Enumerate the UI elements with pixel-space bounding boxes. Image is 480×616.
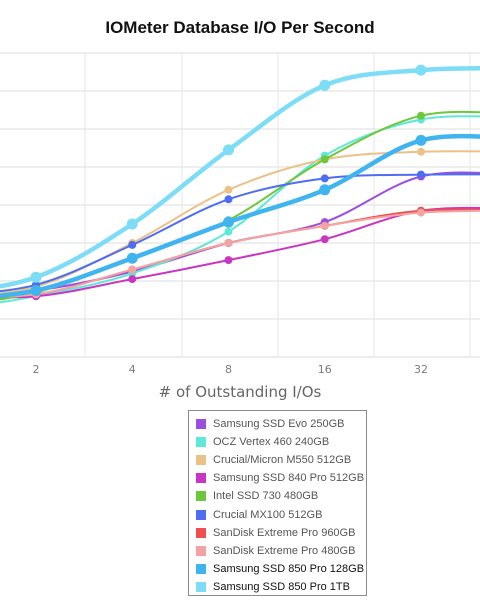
- legend-swatch: [196, 545, 206, 556]
- series-crucial-mx100-512gb: [0, 170, 480, 293]
- legend-swatch: [196, 581, 206, 592]
- legend-label: Samsung SSD 850 Pro 1TB: [213, 580, 350, 593]
- x-tick-label: 2: [33, 363, 40, 376]
- data-point: [223, 144, 234, 156]
- data-point: [417, 147, 425, 156]
- series-samsung-ssd-evo-250gb: [0, 171, 480, 295]
- legend-item: SanDisk Extreme Pro 960GB: [189, 524, 366, 542]
- x-tick-label: 8: [225, 363, 232, 376]
- data-point: [224, 227, 233, 236]
- legend-label: Intel SSD 730 480GB: [213, 490, 319, 503]
- series-samsung-ssd-850-pro-128gb: [0, 133, 480, 298]
- legend-swatch: [196, 419, 206, 430]
- legend-swatch: [196, 563, 206, 574]
- data-point: [128, 240, 137, 249]
- data-point: [320, 221, 329, 230]
- data-point: [417, 170, 425, 179]
- legend-item: Crucial/Micron M550 512GB: [189, 451, 366, 469]
- legend-swatch: [196, 437, 206, 448]
- legend-label: Crucial MX100 512GB: [213, 508, 323, 521]
- series-line: [0, 133, 480, 298]
- x-axis-label: # of Outstanding I/Os: [158, 383, 322, 401]
- legend-item: SanDisk Extreme Pro 480GB: [189, 542, 366, 560]
- legend-item: Crucial MX100 512GB: [189, 505, 366, 523]
- data-point: [30, 285, 42, 296]
- legend-label: SanDisk Extreme Pro 480GB: [213, 544, 356, 557]
- legend-swatch: [196, 473, 206, 484]
- grid: [0, 52, 480, 358]
- legend-item: Samsung SSD 850 Pro 128GB: [189, 560, 366, 578]
- data-point: [320, 174, 329, 183]
- series-crucial-micron-m550-512gb: [0, 147, 480, 294]
- legend-item: Samsung SSD 850 Pro 1TB: [189, 578, 366, 596]
- data-point: [417, 208, 425, 217]
- legend-item: Samsung SSD 840 Pro 512GB: [189, 469, 366, 487]
- data-point: [320, 155, 329, 164]
- series-lines: [0, 64, 480, 304]
- data-point: [126, 252, 138, 264]
- legend-label: Samsung SSD Evo 250GB: [213, 418, 345, 431]
- legend-swatch: [196, 527, 206, 538]
- legend-item: Samsung SSD Evo 250GB: [189, 415, 366, 433]
- legend: Samsung SSD Evo 250GB OCZ Vertex 460 240G…: [188, 410, 367, 596]
- legend-label: Crucial/Micron M550 512GB: [213, 454, 352, 467]
- data-point: [320, 235, 329, 244]
- data-point: [415, 134, 427, 146]
- legend-label: Samsung SSD 850 Pro 128GB: [213, 562, 365, 575]
- legend-item: OCZ Vertex 460 240GB: [189, 433, 366, 451]
- legend-label: OCZ Vertex 460 240GB: [213, 436, 330, 449]
- data-point: [224, 185, 233, 194]
- legend-label: Samsung SSD 840 Pro 512GB: [213, 472, 365, 485]
- data-point: [128, 275, 137, 284]
- data-point: [30, 271, 42, 283]
- data-point: [128, 265, 137, 274]
- legend-swatch: [196, 491, 206, 502]
- series-samsung-ssd-850-pro-1tb: [0, 64, 480, 289]
- chart-title: IOMeter Database I/O Per Second: [105, 18, 375, 37]
- data-point: [223, 216, 234, 228]
- x-tick-labels: 2 4 8 16 32: [33, 363, 429, 376]
- data-point: [126, 218, 138, 230]
- data-point: [319, 79, 331, 91]
- x-tick-label: 32: [414, 363, 428, 376]
- legend-swatch: [196, 509, 206, 520]
- legend-label: SanDisk Extreme Pro 960GB: [213, 526, 356, 539]
- legend-item: Intel SSD 730 480GB: [189, 487, 366, 505]
- data-point: [224, 239, 233, 247]
- x-tick-label: 16: [318, 363, 332, 376]
- data-point: [415, 64, 427, 76]
- data-point: [224, 195, 233, 204]
- series-line: [0, 171, 480, 295]
- data-point: [319, 184, 331, 196]
- legend-swatch: [196, 455, 206, 466]
- data-point: [224, 256, 233, 265]
- data-point: [417, 111, 425, 120]
- x-tick-label: 4: [129, 363, 136, 376]
- line-chart-plot: 2 4 8 16 32: [0, 52, 480, 376]
